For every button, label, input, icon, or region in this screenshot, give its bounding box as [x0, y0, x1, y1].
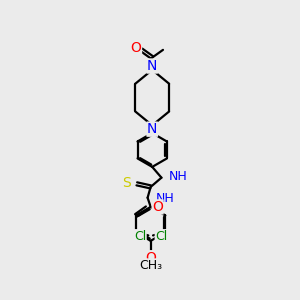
- Text: S: S: [122, 176, 131, 190]
- Text: O: O: [130, 40, 142, 55]
- Text: Cl: Cl: [155, 230, 167, 243]
- Text: Cl: Cl: [134, 230, 146, 243]
- Text: N: N: [147, 122, 158, 136]
- Text: O: O: [145, 251, 156, 265]
- Text: N: N: [147, 59, 158, 73]
- Text: CH₃: CH₃: [139, 259, 162, 272]
- Text: NH: NH: [155, 192, 174, 205]
- Text: NH: NH: [169, 170, 188, 183]
- Text: O: O: [152, 200, 163, 214]
